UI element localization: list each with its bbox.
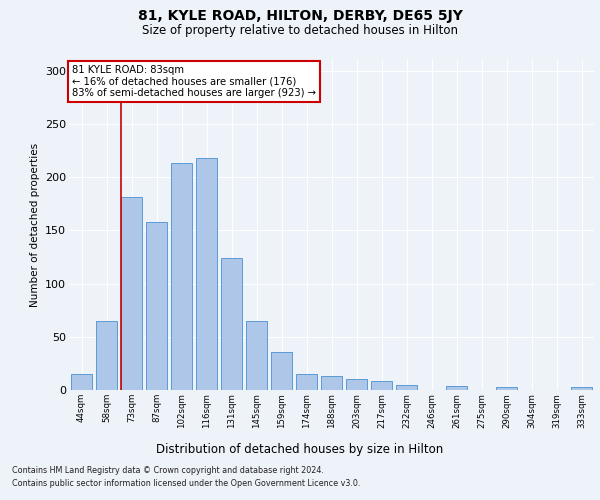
Text: Distribution of detached houses by size in Hilton: Distribution of detached houses by size … <box>157 442 443 456</box>
Bar <box>296 374 317 390</box>
Bar <box>146 222 167 390</box>
Bar <box>171 164 192 390</box>
Text: Contains public sector information licensed under the Open Government Licence v3: Contains public sector information licen… <box>12 479 361 488</box>
Bar <box>571 387 592 390</box>
Bar <box>346 380 367 390</box>
Bar <box>321 376 342 390</box>
Text: 81 KYLE ROAD: 83sqm
← 16% of detached houses are smaller (176)
83% of semi-detac: 81 KYLE ROAD: 83sqm ← 16% of detached ho… <box>71 65 316 98</box>
Bar <box>96 321 117 390</box>
Bar <box>71 374 92 390</box>
Bar <box>446 386 467 390</box>
Text: 81, KYLE ROAD, HILTON, DERBY, DE65 5JY: 81, KYLE ROAD, HILTON, DERBY, DE65 5JY <box>137 9 463 23</box>
Text: Size of property relative to detached houses in Hilton: Size of property relative to detached ho… <box>142 24 458 37</box>
Bar <box>196 158 217 390</box>
Bar <box>396 384 417 390</box>
Bar <box>246 321 267 390</box>
Y-axis label: Number of detached properties: Number of detached properties <box>29 143 40 307</box>
Bar <box>496 387 517 390</box>
Bar <box>271 352 292 390</box>
Bar <box>371 382 392 390</box>
Bar <box>121 198 142 390</box>
Text: Contains HM Land Registry data © Crown copyright and database right 2024.: Contains HM Land Registry data © Crown c… <box>12 466 324 475</box>
Bar <box>221 258 242 390</box>
